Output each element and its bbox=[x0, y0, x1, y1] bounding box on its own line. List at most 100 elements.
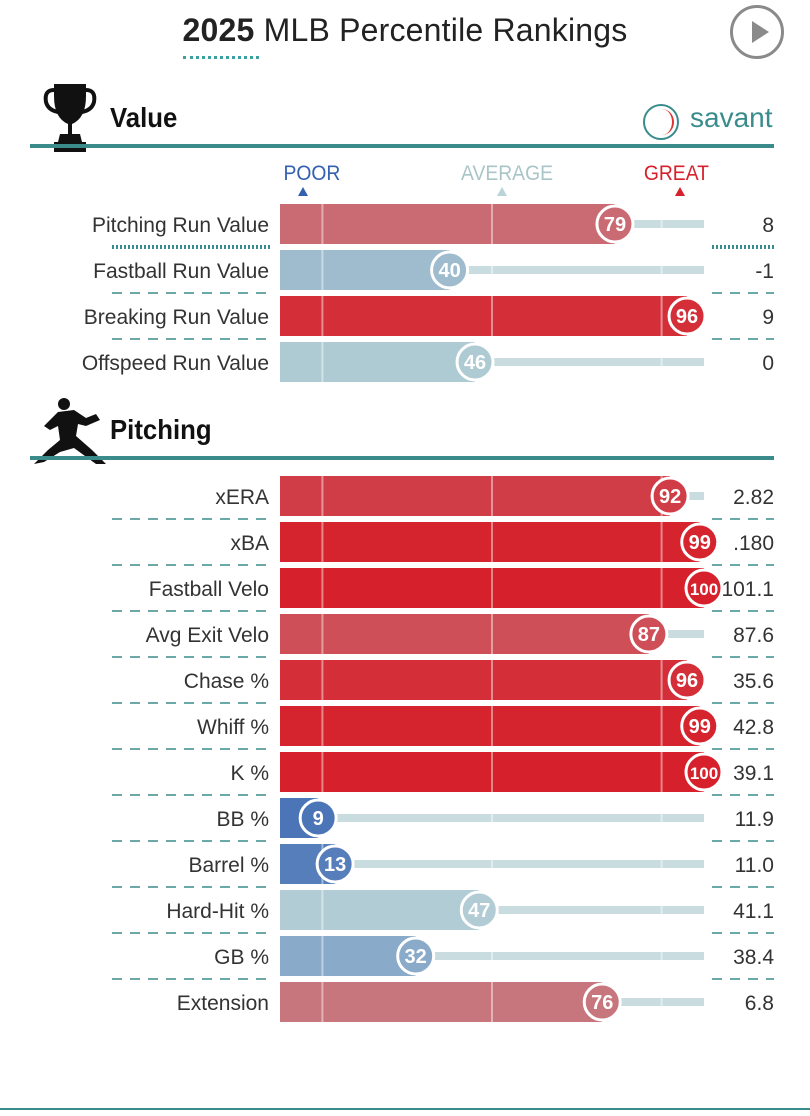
percentile-marker bbox=[595, 204, 635, 244]
section-rule-value bbox=[30, 144, 774, 148]
percentile-bar bbox=[280, 296, 688, 336]
percentile-bar bbox=[280, 706, 700, 746]
section-title-value: Value bbox=[110, 102, 178, 133]
metric-label: Breaking Run Value bbox=[84, 306, 269, 329]
percentile-value: 76 bbox=[591, 992, 613, 1014]
percentile-bar bbox=[280, 342, 476, 382]
percentile-marker bbox=[684, 568, 724, 608]
percentile-marker bbox=[680, 522, 720, 562]
percentile-marker bbox=[667, 660, 707, 700]
percentile-bar bbox=[280, 982, 603, 1022]
scale-average-marker bbox=[497, 187, 507, 196]
metric-label: Whiff % bbox=[197, 716, 269, 739]
percentile-value: 32 bbox=[405, 946, 427, 968]
pitcher-icon bbox=[34, 398, 106, 464]
metric-label: xBA bbox=[230, 532, 269, 555]
percentile-value: 40 bbox=[438, 260, 460, 282]
scale-great-marker bbox=[675, 187, 685, 196]
savant-logo-icon bbox=[643, 104, 679, 140]
metric-stat: 6.8 bbox=[745, 992, 774, 1015]
percentile-bar bbox=[280, 568, 704, 608]
title-underline bbox=[183, 56, 259, 59]
metric-label: Fastball Velo bbox=[149, 578, 269, 601]
metric-label: GB % bbox=[214, 946, 269, 969]
play-button[interactable] bbox=[730, 5, 784, 59]
percentile-value: 92 bbox=[659, 486, 681, 508]
metric-label: Pitching Run Value bbox=[92, 214, 269, 237]
metric-label: BB % bbox=[216, 808, 269, 831]
page-title: 2025 MLB Percentile Rankings bbox=[0, 12, 810, 49]
percentile-value: 13 bbox=[324, 854, 346, 876]
percentile-value: 46 bbox=[464, 352, 486, 374]
metric-label: Extension bbox=[177, 992, 269, 1015]
section-title-pitching: Pitching bbox=[110, 414, 212, 445]
metric-stat: 42.8 bbox=[733, 716, 774, 739]
percentile-marker bbox=[667, 296, 707, 336]
percentile-marker bbox=[684, 752, 724, 792]
metric-stat: 11.0 bbox=[735, 854, 774, 877]
percentile-marker bbox=[680, 706, 720, 746]
percentile-marker bbox=[396, 936, 436, 976]
metric-stat: 39.1 bbox=[733, 762, 774, 785]
percentile-value: 96 bbox=[676, 670, 698, 692]
metric-stat: 0 bbox=[762, 352, 774, 375]
scale-poor-marker bbox=[298, 187, 308, 196]
percentile-bar bbox=[280, 890, 480, 930]
metric-label: Avg Exit Velo bbox=[146, 624, 269, 647]
percentile-bar bbox=[280, 614, 649, 654]
percentile-marker bbox=[582, 982, 622, 1022]
percentile-value: 9 bbox=[313, 808, 324, 830]
percentile-marker bbox=[430, 250, 470, 290]
metric-stat: 87.6 bbox=[733, 624, 774, 647]
bottom-rule bbox=[0, 1108, 810, 1110]
metric-stat: 101.1 bbox=[721, 578, 774, 601]
metric-label: Fastball Run Value bbox=[93, 260, 269, 283]
metric-stat: 38.4 bbox=[733, 946, 774, 969]
metric-stat: 2.82 bbox=[733, 486, 774, 509]
metric-stat: 9 bbox=[762, 306, 774, 329]
percentile-value: 99 bbox=[689, 716, 711, 738]
percentile-value: 99 bbox=[689, 532, 711, 554]
percentile-value: 100 bbox=[690, 764, 718, 783]
metric-stat: 11.9 bbox=[735, 808, 774, 831]
percentile-value: 100 bbox=[690, 580, 718, 599]
percentile-marker bbox=[298, 798, 338, 838]
track-line bbox=[280, 814, 704, 822]
metric-label: Barrel % bbox=[188, 854, 269, 877]
metric-stat: -1 bbox=[755, 260, 774, 283]
metric-stat: .180 bbox=[733, 532, 774, 555]
scale-average: AVERAGE bbox=[460, 162, 553, 185]
metric-label: Offspeed Run Value bbox=[82, 352, 269, 375]
percentile-bar bbox=[280, 250, 450, 290]
savant-brand: savant bbox=[690, 102, 773, 133]
metric-stat: 41.1 bbox=[733, 900, 774, 923]
track-line bbox=[280, 860, 704, 868]
metric-label: Chase % bbox=[184, 670, 269, 693]
percentile-marker bbox=[650, 476, 690, 516]
percentile-bar bbox=[280, 522, 700, 562]
percentile-bar bbox=[280, 936, 416, 976]
scale-great: GREAT bbox=[643, 162, 709, 185]
percentile-bar bbox=[280, 204, 615, 244]
scale-poor: POOR bbox=[283, 162, 341, 185]
metric-label: xERA bbox=[215, 486, 269, 509]
percentile-marker bbox=[455, 342, 495, 382]
section-rule-pitching bbox=[30, 456, 774, 460]
percentile-value: 96 bbox=[676, 306, 698, 328]
track-line bbox=[280, 266, 704, 274]
percentile-bar bbox=[280, 660, 688, 700]
track-line bbox=[280, 952, 704, 960]
percentile-marker bbox=[459, 890, 499, 930]
metric-label: K % bbox=[230, 762, 269, 785]
percentile-marker bbox=[315, 844, 355, 884]
metric-stat: 35.6 bbox=[733, 670, 774, 693]
percentile-marker bbox=[629, 614, 669, 654]
metric-stat: 8 bbox=[762, 214, 774, 237]
title-year: 2025 bbox=[182, 12, 255, 48]
percentile-bar bbox=[280, 476, 671, 516]
percentile-value: 79 bbox=[604, 214, 626, 236]
percentile-value: 87 bbox=[638, 624, 660, 646]
percentile-value: 47 bbox=[468, 900, 490, 922]
metric-label: Hard-Hit % bbox=[166, 900, 269, 923]
